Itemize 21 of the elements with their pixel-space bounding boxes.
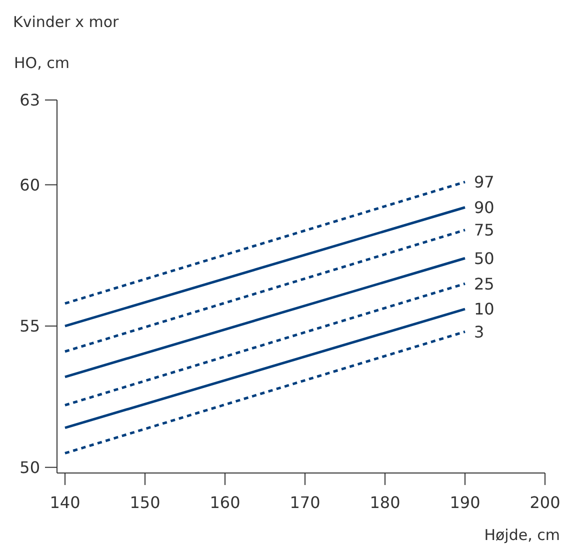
x-tick-label: 200 xyxy=(530,493,560,512)
x-tick-label: 160 xyxy=(210,493,240,512)
x-axis-title: Højde, cm xyxy=(484,526,560,544)
y-tick-label: 60 xyxy=(20,175,40,194)
series-label: 25 xyxy=(474,274,494,294)
series-label: 90 xyxy=(474,198,494,217)
y-axis-title: HO, cm xyxy=(14,54,70,72)
x-tick-label: 190 xyxy=(450,493,480,512)
y-tick-label: 50 xyxy=(20,458,40,477)
series-label: 10 xyxy=(474,300,494,319)
chart-title: Kvinder x mor xyxy=(13,13,120,31)
series-label: 97 xyxy=(474,172,494,192)
series-label: 50 xyxy=(474,248,494,268)
y-tick-label: 63 xyxy=(20,90,40,110)
x-tick-label: 150 xyxy=(130,493,160,512)
y-tick-label: 55 xyxy=(20,316,40,336)
series-label: 75 xyxy=(474,220,494,240)
series-label: 3 xyxy=(474,322,484,342)
x-tick-label: 180 xyxy=(370,493,400,512)
x-tick-label: 170 xyxy=(290,493,320,512)
x-tick-label: 140 xyxy=(50,493,80,512)
